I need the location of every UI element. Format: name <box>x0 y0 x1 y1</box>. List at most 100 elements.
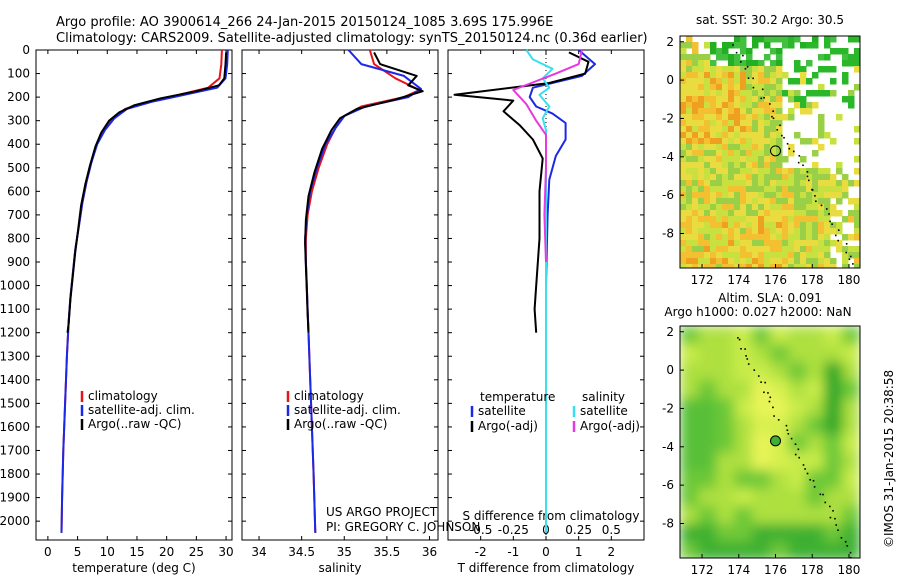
sst_map-cell <box>752 234 759 241</box>
sst_map-cell <box>704 264 711 268</box>
sst_map-cell <box>722 102 729 109</box>
sst_map-cell <box>704 108 711 115</box>
sla_map-cell <box>752 362 771 381</box>
sst_map-cell <box>806 204 813 211</box>
sst_map-cell <box>836 192 843 199</box>
sst_map-cell <box>686 150 693 157</box>
sst_map-cell <box>710 246 717 253</box>
sla_map-cell <box>806 452 825 471</box>
sst_map-frame <box>679 35 861 269</box>
sst_map-cell <box>734 162 741 169</box>
sst_map-cell <box>740 132 747 139</box>
sst_map-cell <box>824 192 831 199</box>
sst_map-cell <box>710 192 717 199</box>
sst_map-xtick-label: 180 <box>838 273 861 287</box>
sst_map-track-dot <box>761 88 764 91</box>
sst_map-cell <box>812 252 819 259</box>
sla_map-track-dot <box>834 517 836 520</box>
salinity-xtick-label: 34.5 <box>288 545 315 559</box>
sla_map-cell <box>734 344 753 363</box>
sst_map-cell <box>788 78 795 85</box>
sst_map-cell <box>758 240 765 247</box>
salinity-legend-label: Argo(..raw -QC) <box>294 417 387 431</box>
sst_map-cell <box>752 138 759 145</box>
sst_map-cell <box>716 192 723 199</box>
sst_map-cell <box>728 246 735 253</box>
sst_map-cell <box>764 54 771 61</box>
sst_map-cell <box>764 234 771 241</box>
sst_map-cell <box>740 162 747 169</box>
sst_map-cell <box>728 180 735 187</box>
sst_map-cell <box>758 168 765 175</box>
sst_map-cell <box>836 168 843 175</box>
sst_map-cell <box>740 246 747 253</box>
sst_map-cell <box>854 234 860 241</box>
sst_map-cell <box>698 234 705 241</box>
sst_map-cell <box>728 228 735 235</box>
sst_map-cell <box>770 144 777 151</box>
sst_map-cell <box>800 66 807 73</box>
sla_map-cell <box>788 362 807 381</box>
sst_map-cell <box>734 156 741 163</box>
sst_map-cell <box>740 66 747 73</box>
sst_map-cell <box>848 102 855 109</box>
sla_map-title: Altim. SLA: 0.091 <box>718 291 822 305</box>
sst_map-cell <box>716 180 723 187</box>
sst_map-cell <box>818 192 825 199</box>
sst_map-cell <box>680 108 687 115</box>
sst_map-cell <box>830 222 837 229</box>
sst_map-cell <box>776 174 783 181</box>
sst_map-cell <box>734 198 741 205</box>
sst_map-cell <box>794 210 801 217</box>
sst_map-cell <box>680 78 687 85</box>
sst_map-cell <box>734 42 741 49</box>
sst_map-cell <box>824 204 831 211</box>
sst_map-cell <box>782 240 789 247</box>
sst_map-track-dot <box>732 44 734 46</box>
sst_map-cell <box>686 246 693 253</box>
sst_map-cell <box>842 54 849 61</box>
sst_map-cell <box>728 102 735 109</box>
sla_map-track-dot <box>764 381 766 384</box>
sla_map-cell <box>698 542 717 558</box>
sst_map-cell <box>680 252 687 259</box>
sst_map-cell <box>692 234 699 241</box>
sst_map-cell <box>764 156 771 163</box>
sla_map-track-dot <box>772 406 774 409</box>
sst_map-cell <box>788 42 795 49</box>
sst_map-cell <box>746 198 753 205</box>
sst_map-cell <box>698 84 705 91</box>
salinity-legend-label: climatology <box>294 389 364 403</box>
sst_map-track-dot <box>837 229 840 231</box>
sst_map-cell <box>710 126 717 133</box>
sst_map-cell <box>830 174 837 181</box>
sst_map-cell <box>734 222 741 229</box>
sst_map-track-dot <box>769 103 771 105</box>
sst_map-cell <box>716 150 723 157</box>
sla_map-cell <box>842 344 860 363</box>
sst_map-cell <box>680 234 687 241</box>
sst_map-cell <box>800 198 807 205</box>
difference-legend-label: satellite <box>580 404 628 418</box>
sst_map-track-dot <box>829 220 831 223</box>
sla_map-cell <box>842 470 860 489</box>
sst_map-cell <box>728 258 735 265</box>
sst_map-cell <box>770 168 777 175</box>
sst_map-cell <box>710 48 717 55</box>
sst_map-cell <box>704 72 711 79</box>
sst_map-cell <box>788 246 795 253</box>
sst_map-cell <box>686 132 693 139</box>
sst_map-cell <box>746 264 753 268</box>
sst_map-cell <box>818 222 825 229</box>
sst_map-cell <box>770 60 777 67</box>
sst_map-cell <box>770 210 777 217</box>
sst_map-cell <box>776 132 783 139</box>
sst_map-cell <box>698 96 705 103</box>
sst_map-cell <box>794 132 801 139</box>
sst_map-cell <box>680 216 687 223</box>
sst_map-cell <box>722 204 729 211</box>
sst_map-cell <box>764 210 771 217</box>
sla_map-cell <box>824 542 843 558</box>
temperature-xtick-label: 0 <box>44 545 52 559</box>
sst_map-cell <box>716 204 723 211</box>
